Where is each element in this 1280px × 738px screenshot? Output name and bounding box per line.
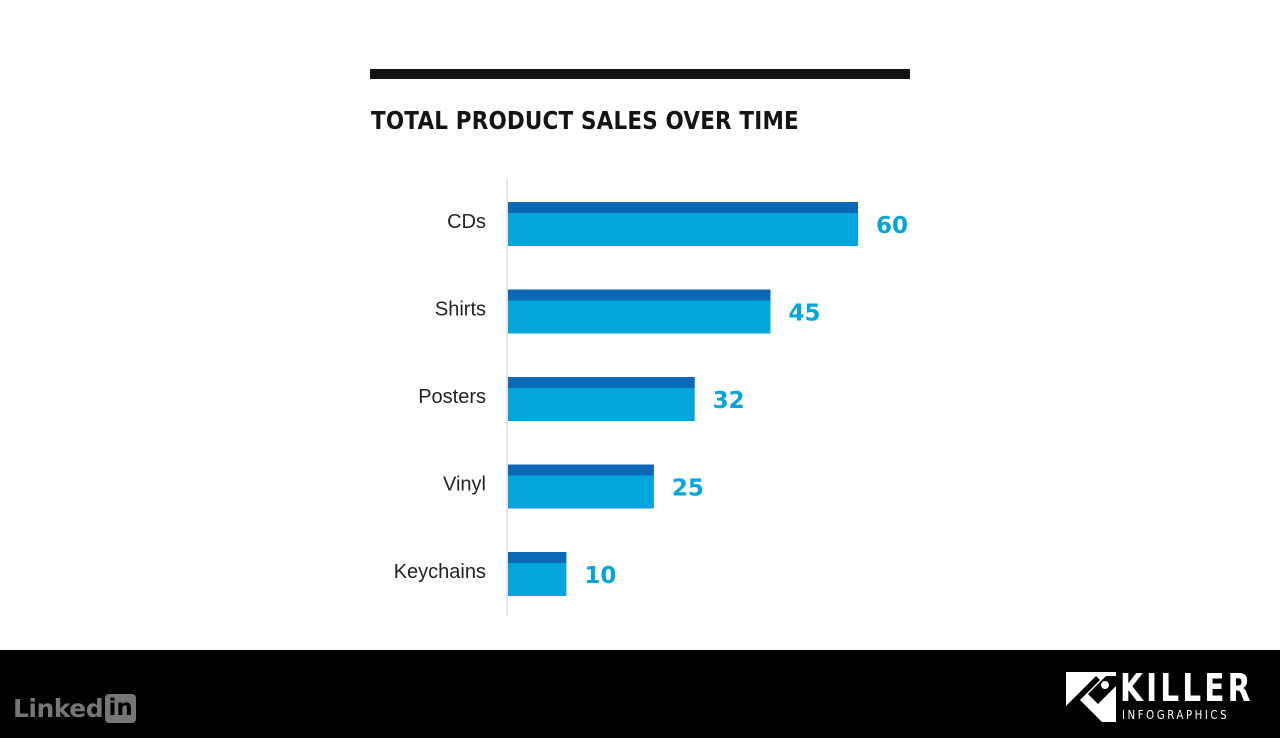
bar-top-band-shirts — [508, 289, 771, 301]
chart-bars — [508, 202, 858, 596]
bar-top-band-cds — [508, 202, 858, 213]
value-label-cds: 60 — [876, 213, 908, 239]
category-label-cds: CDs — [447, 211, 486, 233]
footer-bar: Linked in KILLER INFOGRAPHICS — [0, 650, 1280, 738]
bar-top-band-keychains — [508, 552, 567, 563]
chart-title: TOTAL PRODUCT SALES OVER TIME — [371, 106, 799, 135]
killer-infographics-logo: KILLER INFOGRAPHICS — [1066, 669, 1266, 725]
linkedin-text: Linked — [13, 694, 104, 723]
category-label-vinyl: Vinyl — [443, 474, 486, 496]
value-label-shirts: 45 — [789, 301, 821, 327]
killer-k-icon — [1066, 672, 1116, 722]
bar-chart: CDs Shirts Posters Vinyl Keychains 60 45 32 25 1… — [394, 179, 908, 616]
logo-word: KILLER — [1120, 666, 1254, 710]
value-label-vinyl: 25 — [672, 476, 704, 502]
title-rule — [370, 69, 910, 79]
value-label-keychains: 10 — [584, 563, 616, 589]
bar-top-band-posters — [508, 377, 695, 388]
bar-top-band-vinyl — [508, 464, 654, 476]
value-label-posters: 32 — [713, 388, 745, 414]
category-label-keychains: Keychains — [394, 561, 486, 583]
category-label-shirts: Shirts — [435, 299, 486, 321]
value-labels: 60 45 32 25 10 — [584, 213, 908, 589]
linkedin-watermark: Linked in — [13, 694, 137, 723]
linkedin-icon: in — [105, 694, 137, 723]
category-labels: CDs Shirts Posters Vinyl Keychains — [394, 211, 486, 583]
category-label-posters: Posters — [418, 386, 486, 408]
logo-subtitle: INFOGRAPHICS — [1122, 708, 1230, 722]
